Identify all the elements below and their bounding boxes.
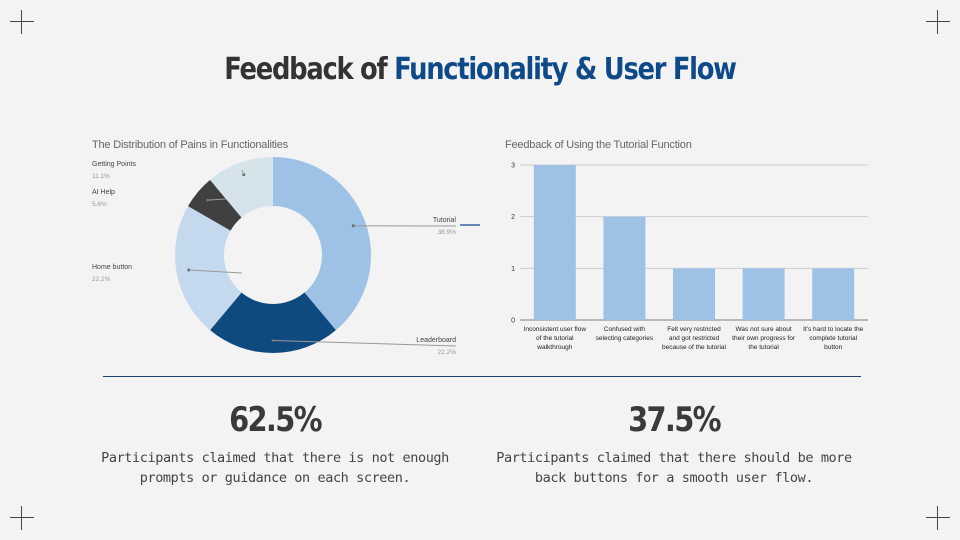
title-prefix: Feedback of <box>224 52 395 87</box>
title-accent: Functionality & User Flow <box>394 52 737 87</box>
x-tick-label-3: Felt very restricted and got restricted be… <box>662 326 727 351</box>
donut-slice-home-button <box>175 206 242 331</box>
bar-5 <box>812 268 855 320</box>
leader-dot-ai-help <box>205 198 209 202</box>
donut-label-home-button: Home button <box>92 264 132 271</box>
leader-line-getting-points <box>241 169 245 175</box>
leader-line-leaderboard <box>272 340 457 347</box>
donut-value-leaderboard: 22.2% <box>438 349 457 356</box>
bar-chart: 0 1 2 3 Inconsistent user flow of the tutoria… <box>511 163 868 351</box>
stat-description-left: Participants claimed that there is not e… <box>101 450 449 486</box>
x-tick-label-4: Was not sure about their own progress for… <box>732 326 796 351</box>
stat-description-right: Participants claimed that there should b… <box>496 450 852 486</box>
donut-slice-ai-help <box>188 179 242 231</box>
y-tick-label-1: 1 <box>511 266 515 273</box>
donut-label-leaderboard: Leaderboard <box>416 337 456 344</box>
stat-value-right: 37.5% <box>628 400 721 440</box>
donut-label-tutorial: Tutorial <box>433 217 457 224</box>
x-tick-label-5: It's hard to locate the complete tutorial… <box>803 326 864 351</box>
leader-line-home-button <box>188 269 243 274</box>
stat-value-left: 62.5% <box>229 400 322 440</box>
bar-4 <box>742 268 785 320</box>
corner-mark-bottom-right <box>926 506 950 530</box>
donut-slice-leaderboard <box>210 292 336 353</box>
donut-value-home-button: 22.2% <box>92 276 111 283</box>
y-tick-label-3: 3 <box>511 163 515 170</box>
donut-slice-getting-points <box>210 157 273 218</box>
donut-label-ai-help: AI Help <box>92 189 115 196</box>
corner-mark-top-left <box>10 10 34 34</box>
bar-3 <box>673 268 715 320</box>
section-divider <box>103 376 861 377</box>
bar-chart-title: Feedback of Using the Tutorial Function <box>505 139 692 151</box>
donut-chart-title: The Distribution of Pains in Functionali… <box>92 139 289 151</box>
donut-label-getting-points: Getting Points <box>92 161 136 168</box>
corner-mark-bottom-left <box>10 506 34 530</box>
y-tick-label-0: 0 <box>511 318 515 325</box>
y-tick-label-2: 2 <box>511 214 515 221</box>
slide-title: Feedback of Functionality & User Flow <box>67 52 893 87</box>
donut-value-getting-points: 11.1% <box>92 173 110 180</box>
bar-2 <box>603 216 646 320</box>
donut-value-tutorial: 38.9% <box>438 229 457 236</box>
donut-value-ai-help: 5.6% <box>92 201 107 208</box>
x-tick-label-1: Inconsistent user flow of the tutorial wal… <box>524 326 587 351</box>
connector-arrow-line <box>460 224 480 226</box>
x-tick-label-2: Confused with selecting categories <box>596 326 654 342</box>
donut-chart: Tutorial 38.9% Leaderboard 22.2% Home button… <box>92 157 480 356</box>
bar-1 <box>533 165 576 320</box>
corner-mark-top-right <box>926 10 950 34</box>
donut-slice-tutorial <box>273 157 371 331</box>
